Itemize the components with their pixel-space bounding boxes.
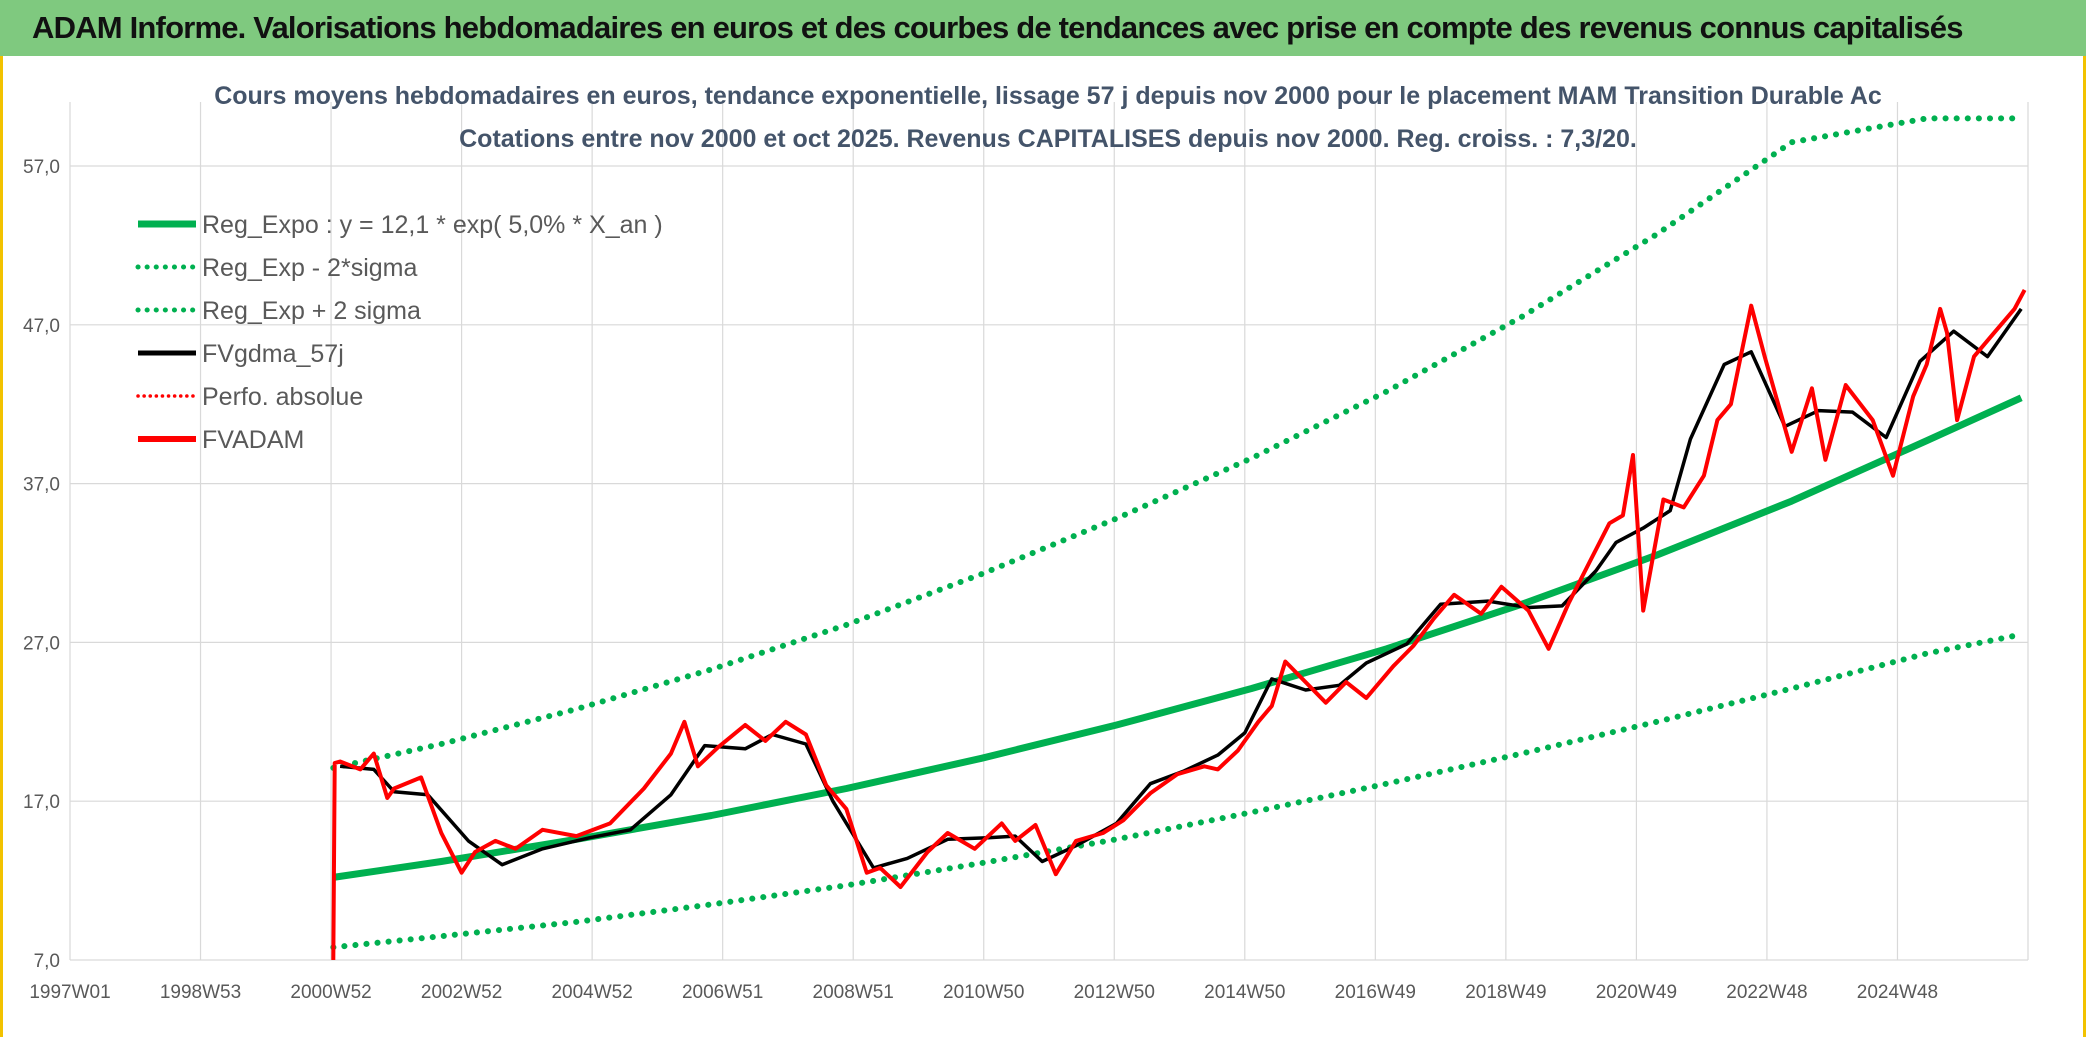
chart-area: 7,0 17,0 27,0 37,0 47,0 57,0 1997W01 1998W53 20… xyxy=(0,56,2086,1037)
reg-expo-line xyxy=(332,394,2023,881)
x-tick-label: 1997W01 xyxy=(29,982,110,1003)
y-tick-label: 7,0 xyxy=(34,951,60,972)
reg-exp-minus-2sigma-line xyxy=(330,631,2025,951)
y-tick-label: 27,0 xyxy=(23,633,60,654)
fvadam-line xyxy=(331,288,2027,961)
x-tick-label: 2016W49 xyxy=(1335,982,1416,1003)
reg-exp-plus-2sigma-line xyxy=(330,115,2025,771)
legend-label: Reg_Exp - 2*sigma xyxy=(202,254,417,282)
report-banner: ADAM Informe. Valorisations hebdomadaire… xyxy=(0,0,2086,56)
legend-label: FVgdma_57j xyxy=(202,340,344,368)
x-tick-label: 2022W48 xyxy=(1726,982,1807,1003)
x-tick-label: 2010W50 xyxy=(943,982,1024,1003)
x-tick-label: 1998W53 xyxy=(160,982,241,1003)
x-tick-label: 2012W50 xyxy=(1074,982,1155,1003)
legend-label: Perfo. absolue xyxy=(202,383,363,411)
chart-svg: 7,0 17,0 27,0 37,0 47,0 57,0 1997W01 1998W53 20… xyxy=(23,82,2029,1003)
x-axis-tick-labels: 1997W01 1998W53 2000W52 2002W52 2004W52 2006W… xyxy=(29,982,1938,1003)
x-tick-label: 2002W52 xyxy=(421,982,502,1003)
x-tick-label: 2000W52 xyxy=(290,982,371,1003)
x-tick-label: 2020W49 xyxy=(1596,982,1677,1003)
chart-subtitle: Cotations entre nov 2000 et oct 2025. Re… xyxy=(459,125,1637,153)
x-tick-label: 2018W49 xyxy=(1465,982,1546,1003)
legend-label: Reg_Exp + 2 sigma xyxy=(202,297,421,325)
x-tick-label: 2008W51 xyxy=(813,982,894,1003)
y-axis-tick-labels: 7,0 17,0 27,0 37,0 47,0 57,0 xyxy=(23,157,60,972)
y-tick-label: 47,0 xyxy=(23,316,60,337)
x-tick-label: 2024W48 xyxy=(1857,982,1938,1003)
legend: Reg_Expo : y = 12,1 * exp( 5,0% * X_an )… xyxy=(135,211,663,454)
report-title: ADAM Informe. Valorisations hebdomadaire… xyxy=(32,10,1963,45)
y-tick-label: 17,0 xyxy=(23,792,60,813)
chart-title: Cours moyens hebdomadaires en euros, ten… xyxy=(214,82,1882,110)
x-tick-label: 2004W52 xyxy=(551,982,632,1003)
x-tick-label: 2014W50 xyxy=(1204,982,1285,1003)
horizontal-gridlines xyxy=(70,165,2028,961)
legend-label: Reg_Expo : y = 12,1 * exp( 5,0% * X_an ) xyxy=(202,211,663,239)
x-tick-label: 2006W51 xyxy=(682,982,763,1003)
legend-label: FVADAM xyxy=(202,426,304,454)
y-tick-label: 37,0 xyxy=(23,475,60,496)
series-group xyxy=(330,115,2027,961)
y-tick-label: 57,0 xyxy=(23,157,60,178)
